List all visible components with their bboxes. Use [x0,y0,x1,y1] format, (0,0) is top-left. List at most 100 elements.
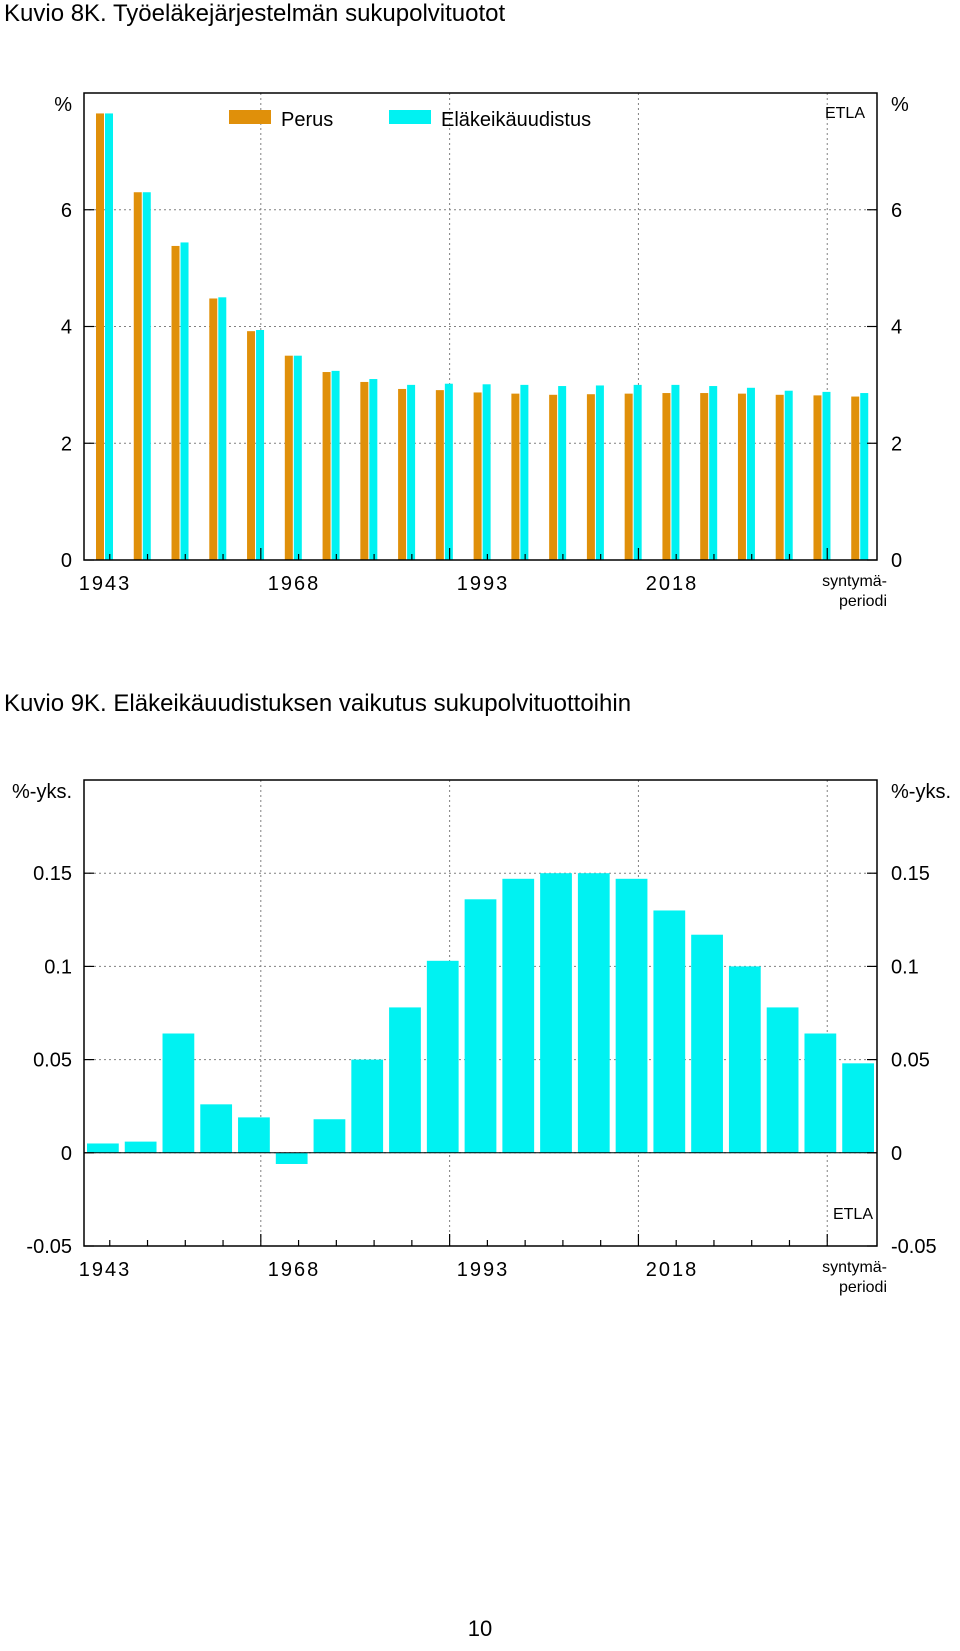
bar [624,393,633,560]
bar [180,242,189,560]
bar [775,394,784,560]
y-tick-label-right: 6 [891,200,902,222]
y-unit-right: % [891,94,909,116]
bar [502,878,535,1153]
bar [247,331,256,560]
y-tick-label-left: 0.1 [44,956,72,978]
bar [511,393,520,560]
bar [804,1033,837,1153]
bar [766,1007,799,1153]
bar [426,960,459,1153]
y-tick-label-right: 0.15 [891,863,930,885]
y-tick-label-left: -0.05 [26,1236,72,1258]
y-tick-label-left: 6 [61,200,72,222]
y-tick-label-left: 0 [61,550,72,572]
bar [746,387,755,560]
bar [842,1063,874,1153]
y-unit-left: % [54,94,72,116]
bar [586,394,595,560]
bar [284,355,293,560]
bar [558,386,567,560]
x-axis-label-line1: syntymä- [822,573,887,590]
x-axis-label-line2: periodi [839,1279,887,1296]
x-tick-label: 1968 [268,1259,321,1281]
x-tick-label: 1943 [79,1259,132,1281]
bar [549,394,558,560]
bar [142,192,151,561]
bar [389,1007,421,1153]
reform-effect-chart: -0.05 -0.05 0 0 0.05 0.05 0.1 0.1 0.15 0.15 %-yks.… [12,779,951,1296]
bar [162,1033,195,1153]
generation-returns-chart: 0 0 2 2 4 4 6 6% % 1943 1968 1993 2018 syntymä-period… [54,92,909,610]
y-unit-left: %-yks. [12,781,72,803]
bar [275,1152,308,1164]
bar [209,298,218,560]
bar [256,330,265,560]
legend-label-perus: Perus [281,109,333,131]
bar [577,873,610,1153]
bar [851,396,860,560]
bar [520,384,529,560]
bar [87,1143,119,1153]
bar [595,385,604,560]
bar [482,384,491,560]
bar [633,384,642,560]
bar [351,1059,384,1153]
y-tick-label-right: 2 [891,433,902,455]
y-tick-label-right: 0.1 [891,956,919,978]
y-tick-label-right: 4 [891,317,902,339]
chart2-title: Kuvio 9K. Eläkeikäuudistuksen vaikutus s… [4,690,632,717]
y-tick-label-left: 0.15 [33,863,72,885]
bar [662,393,671,560]
x-tick-label: 1993 [457,573,510,595]
x-tick-label: 1943 [79,573,132,595]
x-tick-label: 1968 [268,573,321,595]
bar [691,934,723,1153]
bar [407,384,416,560]
bar [435,390,444,560]
bar [860,393,869,560]
legend-swatch-uudistus [389,110,431,124]
bar [813,395,822,560]
x-tick-label: 1993 [457,1259,510,1281]
bar [737,393,746,560]
bar [238,1117,270,1153]
y-tick-label-right: 0 [891,550,902,572]
bar [360,381,369,560]
bar [784,390,793,560]
y-tick-label-right: 0.05 [891,1050,930,1072]
bar [133,192,142,561]
bar [293,355,302,560]
legend-swatch-perus [229,110,271,124]
bar [171,245,180,560]
bar [464,899,497,1153]
bar [540,873,572,1153]
y-tick-label-left: 0.05 [33,1050,72,1072]
bar [473,392,482,560]
bar [709,386,718,560]
x-axis-label-line1: syntymä- [822,1259,887,1276]
y-tick-label-left: 4 [61,317,72,339]
legend-label-uudistus: Eläkeikäuudistus [441,109,591,131]
plot-frame [83,779,878,1247]
bar [615,878,648,1153]
y-unit-right: %-yks. [891,781,951,803]
bar [444,383,453,560]
y-tick-label-left: 0 [61,1143,72,1165]
bar [653,910,686,1153]
bar [700,393,709,560]
bar [124,1141,157,1153]
y-tick-label-right: -0.05 [891,1236,937,1258]
bar [671,384,680,560]
bar [322,372,331,560]
chart1-title: Kuvio 8K. Työeläkejärjestelmän sukupolvi… [4,0,506,27]
bar [728,966,761,1153]
y-tick-label-left: 2 [61,433,72,455]
bar [313,1119,346,1153]
bar [105,113,113,561]
x-axis-label-line2: periodi [839,593,887,610]
bar [218,297,227,560]
y-tick-label-right: 0 [891,1143,902,1165]
bar [200,1104,233,1153]
x-tick-label: 2018 [646,573,699,595]
